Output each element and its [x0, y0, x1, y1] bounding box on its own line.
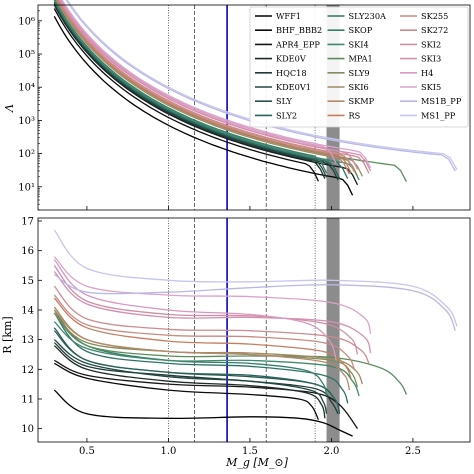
legend-label: BHF_BBB2	[276, 25, 322, 35]
lambda-curve-ski4	[53, 0, 360, 181]
radius-curve-ski5	[53, 256, 372, 334]
radius-curve-ski4	[53, 321, 360, 397]
legend-label: SKI6	[349, 82, 369, 92]
radius-curve-apr4-epp	[54, 359, 359, 429]
radius-curve-bhf-bbb2	[54, 362, 319, 420]
legend-label: SK255	[421, 11, 448, 21]
x-tick-label: 0.5	[79, 446, 95, 457]
legend-label: MS1B_PP	[421, 96, 462, 106]
lambda-curve-kde0v1	[53, 2, 328, 178]
lambda-y-tick-label: 10¹	[18, 182, 35, 193]
legend-label: KDE0V1	[276, 82, 311, 92]
x-axis-label: M_g [M_⊙]	[225, 456, 289, 469]
radius-curve-sk272	[53, 285, 370, 364]
lambda-curve-ski5	[61, 0, 372, 169]
radius-y-tick-label: 11	[21, 394, 34, 405]
radius-curve-ms1-pp	[53, 229, 458, 327]
legend-label: SKI4	[349, 39, 369, 49]
radius-y-tick-label: 16	[21, 246, 34, 257]
lambda-curve-sk272	[58, 0, 370, 174]
lambda-curve-rs	[56, 0, 352, 173]
radius-curve-ski3	[53, 270, 372, 354]
lambda-curve-skmp	[55, 0, 350, 175]
lambda-curve-h4	[60, 0, 337, 165]
radius-curve-wff1	[53, 389, 353, 437]
legend-label: SLY2	[276, 110, 297, 120]
y-axis-label-lambda: Λ	[3, 104, 16, 113]
legend-label: SK272	[421, 25, 448, 35]
y-axis-label-radius: R [km]	[1, 316, 14, 353]
radius-curve-ski2	[53, 265, 359, 355]
legend-label: KDE0V	[276, 54, 307, 64]
legend-label: SLY230A	[349, 11, 387, 21]
lambda-curve-skop	[54, 0, 328, 174]
legend-label: MPA1	[349, 54, 373, 64]
legend-label: HQC18	[276, 68, 307, 78]
lambda-y-tick-label: 10⁵	[18, 50, 35, 61]
legend-label: SKI3	[421, 54, 441, 64]
radius-curve-sly2	[53, 330, 341, 413]
legend-label: H4	[421, 68, 433, 78]
legend-label: SKMP	[349, 96, 375, 106]
lambda-y-tick-label: 10⁶	[18, 16, 35, 27]
radius-curve-kde0v1	[53, 339, 328, 414]
x-tick-label: 1.5	[242, 446, 258, 457]
radius-curve-sly230a	[53, 312, 349, 404]
radius-panel: 10 11 12 13 14 15 16 17 0.5 1.0 1.5 2.0 2.5	[21, 216, 471, 457]
bottom-mass-band	[326, 218, 340, 442]
radius-curve-skmp	[53, 309, 351, 391]
x-tick-label: 1.0	[160, 446, 176, 457]
radius-y-tick-label: 13	[21, 335, 34, 346]
legend-label: APR4_EPP	[275, 39, 320, 49]
x-tick-label: 2.5	[405, 446, 421, 457]
radius-y-tick-label: 14	[21, 305, 34, 316]
radius-y-tick-label: 15	[21, 276, 34, 287]
radius-curve-rs	[53, 297, 352, 379]
lambda-y-tick-label: 10³	[18, 116, 35, 127]
legend-box	[249, 6, 469, 128]
legend-label: WFF1	[276, 11, 301, 21]
lambda-curve-sk255	[57, 0, 355, 173]
top-plot-frame	[37, 4, 471, 211]
y-axis-label-text: R [km]	[1, 316, 14, 353]
legend-label: SLY9	[349, 68, 370, 78]
lambda-curve-ski3	[59, 0, 372, 172]
lambda-curve-wff1	[53, 15, 354, 196]
bottom-plot-frame	[37, 217, 471, 443]
legend-label: MS1_PP	[421, 110, 456, 120]
legend-label: SKI2	[421, 39, 441, 49]
lambda-y-tick-label: 10²	[18, 149, 35, 160]
radius-y-tick-label: 12	[21, 365, 34, 376]
legend-label: SKI5	[421, 82, 441, 92]
lambda-curve-sly2	[53, 1, 341, 179]
legend-label: SKOP	[349, 25, 373, 35]
radius-curve-kde0v	[53, 345, 326, 419]
radius-curve-h4	[53, 259, 337, 361]
legend-label: RS	[349, 110, 361, 120]
lambda-curve-kde0v	[53, 4, 326, 179]
legend: WFF1 BHF_BBB2 APR4_EPP KDE0V HQC18 KDE0V1 SLY S…	[249, 6, 469, 128]
legend-label: SLY	[276, 96, 293, 106]
radius-y-tick-label: 17	[21, 216, 34, 227]
radius-curve-ms1b-pp	[53, 273, 456, 331]
lambda-curve-bhf-bbb2	[53, 8, 319, 182]
radius-curve-sk255	[53, 294, 355, 370]
radius-y-tick-label: 10	[21, 424, 34, 435]
lambda-y-tick-label: 10⁴	[18, 83, 35, 94]
x-tick-label: 2.0	[323, 446, 339, 457]
lambda-panel: 10¹ 10² 10³ 10⁴ 10⁵ 10⁶ WFF1 BHF_BBB2 APR4_EPP KD…	[18, 0, 471, 211]
